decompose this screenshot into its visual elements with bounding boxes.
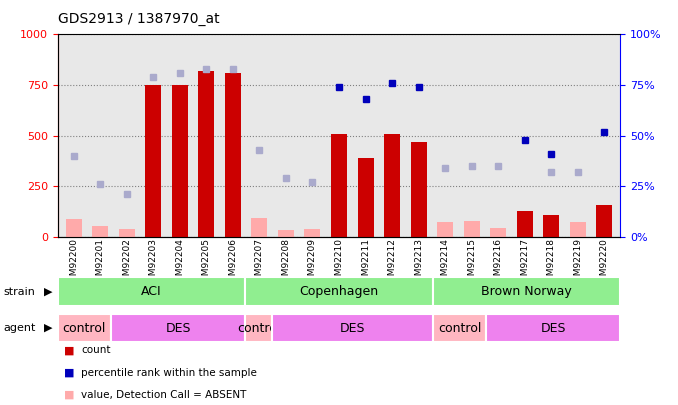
Text: value, Detection Call = ABSENT: value, Detection Call = ABSENT bbox=[81, 390, 247, 400]
Bar bbox=[570, 222, 586, 237]
Text: control: control bbox=[237, 322, 280, 335]
Bar bbox=[278, 230, 294, 237]
Bar bbox=[172, 85, 188, 237]
Bar bbox=[66, 219, 81, 237]
Text: control: control bbox=[438, 322, 481, 335]
Text: count: count bbox=[81, 345, 111, 355]
Text: Copenhagen: Copenhagen bbox=[300, 285, 378, 298]
Bar bbox=[437, 222, 453, 237]
Text: DES: DES bbox=[165, 322, 191, 335]
Bar bbox=[464, 221, 479, 237]
Bar bbox=[198, 71, 214, 237]
Text: ▶: ▶ bbox=[44, 323, 53, 333]
Bar bbox=[252, 218, 267, 237]
Bar bbox=[145, 85, 161, 237]
Text: ACI: ACI bbox=[141, 285, 162, 298]
Text: Brown Norway: Brown Norway bbox=[481, 285, 572, 298]
Bar bbox=[92, 226, 108, 237]
Bar bbox=[543, 215, 559, 237]
Bar bbox=[490, 228, 506, 237]
Bar bbox=[357, 158, 374, 237]
Text: DES: DES bbox=[540, 322, 566, 335]
Text: GDS2913 / 1387970_at: GDS2913 / 1387970_at bbox=[58, 12, 219, 26]
Text: strain: strain bbox=[3, 287, 35, 296]
Text: percentile rank within the sample: percentile rank within the sample bbox=[81, 368, 257, 377]
Text: ▶: ▶ bbox=[44, 287, 53, 296]
Bar bbox=[225, 73, 241, 237]
Bar bbox=[411, 142, 426, 237]
Bar bbox=[304, 229, 321, 237]
Bar bbox=[331, 134, 347, 237]
Bar bbox=[384, 134, 400, 237]
Bar bbox=[597, 205, 612, 237]
Text: ■: ■ bbox=[64, 368, 75, 377]
Bar bbox=[517, 211, 533, 237]
Text: control: control bbox=[63, 322, 106, 335]
Text: agent: agent bbox=[3, 323, 36, 333]
Text: ■: ■ bbox=[64, 345, 75, 355]
Text: ■: ■ bbox=[64, 390, 75, 400]
Text: DES: DES bbox=[340, 322, 365, 335]
Bar bbox=[119, 229, 135, 237]
